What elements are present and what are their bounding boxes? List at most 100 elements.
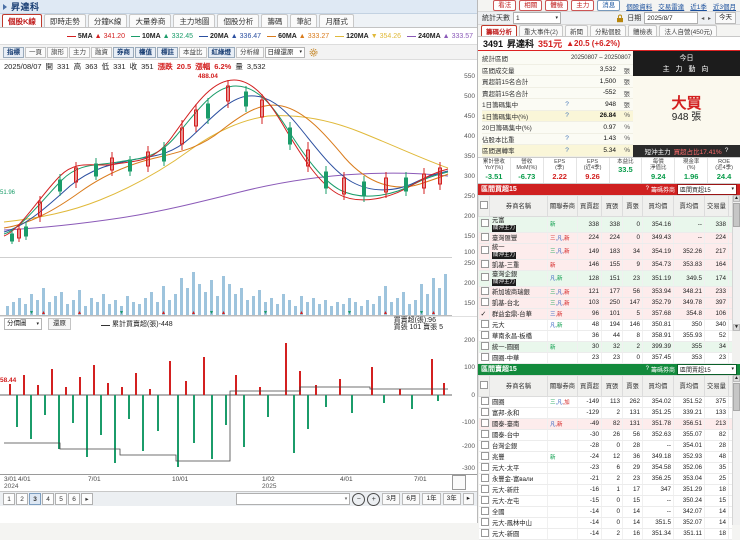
- link-stock-data[interactable]: 個股資料: [626, 3, 653, 11]
- table-row[interactable]: 臺灣企銀 關沖主力 凡,新 128 151 23 351.19 349.5 174…: [478, 270, 732, 287]
- table-row[interactable]: 全國 -14 0 14 -- 342.07 14 -12: [478, 506, 732, 518]
- table-row[interactable]: ✓ 群益金鼎-台華 三,新 96 101 5 357.68 354.8 106 …: [478, 308, 732, 320]
- chart-period-select[interactable]: 日線還原 ▾: [264, 46, 306, 58]
- table-row[interactable]: 凱基-三重 新 146 155 9 354.73 353.83 164 -55: [478, 259, 732, 271]
- sell-th-net[interactable]: 買賣超: [577, 374, 602, 397]
- toolbar-btn-flag[interactable]: 旗形: [47, 46, 68, 58]
- indicator-select[interactable]: 分價圖 ▾: [4, 318, 43, 330]
- sell-th-sellavg[interactable]: 賣均價: [673, 374, 705, 397]
- sell-filter-select[interactable]: 區間賣超15 ▾: [677, 363, 737, 375]
- mainforce-button[interactable]: 主力: [571, 0, 595, 11]
- buy-th-volume[interactable]: 交易量: [704, 194, 729, 217]
- table-row[interactable]: 富邦-永和 -129 2 131 351.25 339.21 133 -137: [478, 407, 732, 419]
- table-row[interactable]: 華南永昌-板橋 36 44 8 358.91 355.93 52 -24: [478, 330, 732, 342]
- tab-instant-trend[interactable]: 即時走勢: [43, 14, 86, 27]
- sell-th-volume[interactable]: 交易量: [704, 374, 729, 397]
- row-checkbox[interactable]: [480, 484, 489, 493]
- select-all-checkbox[interactable]: [480, 200, 488, 209]
- tab-stock-analysis[interactable]: 個股分析: [217, 14, 260, 27]
- buy-th-sellavg[interactable]: 賣均價: [673, 194, 705, 217]
- toolbar-btn-broker[interactable]: 券商: [113, 46, 134, 58]
- view-button[interactable]: 看法: [493, 0, 517, 11]
- buy-th-buyavg[interactable]: 買均價: [642, 194, 674, 217]
- axis-scroll-handle[interactable]: [452, 475, 466, 490]
- page-6[interactable]: 6: [68, 493, 80, 505]
- toolbar-btn-mainforce[interactable]: 主力: [69, 46, 90, 58]
- tab-notes[interactable]: 筆記: [290, 14, 318, 27]
- toolbar-btn-analysisline[interactable]: 分析線: [236, 46, 264, 58]
- scroll-up-icon[interactable]: ▲: [733, 374, 740, 382]
- scroll-down-icon[interactable]: ▼: [733, 323, 740, 331]
- row-checkbox[interactable]: [480, 259, 489, 268]
- tab-main-force-map[interactable]: 主力地圖: [173, 14, 216, 27]
- row-checkbox[interactable]: [480, 297, 489, 306]
- indicator-restore-button[interactable]: 還原: [48, 318, 72, 330]
- tab-个股k线[interactable]: 個股K線: [2, 14, 42, 27]
- row-checkbox[interactable]: [480, 506, 489, 515]
- range-1y[interactable]: 1年: [422, 493, 441, 505]
- toolbar-btn-annotate[interactable]: 標註: [157, 46, 178, 58]
- row-checkbox[interactable]: [480, 473, 489, 482]
- rtab-branch-stock[interactable]: 分點個股: [589, 25, 626, 36]
- tab-chips[interactable]: 籌碼: [261, 14, 289, 27]
- page-4[interactable]: 4: [42, 493, 54, 505]
- row-checkbox[interactable]: [480, 396, 489, 405]
- price-chart-svg[interactable]: [0, 72, 452, 258]
- buy-th-broker[interactable]: 券商名稱: [489, 194, 548, 217]
- table-row[interactable]: 兆豐 新 -24 12 36 349.18 352.93 48 21: [478, 451, 732, 463]
- rtab-chips-analysis[interactable]: 籌碼分析: [481, 25, 517, 36]
- toolbar-btn-margin[interactable]: 融資: [91, 46, 112, 58]
- row-checkbox[interactable]: [480, 219, 489, 227]
- table-row[interactable]: 國泰-台中 -30 26 56 352.63 355.07 82 20: [478, 429, 732, 441]
- gear-icon[interactable]: [309, 48, 318, 57]
- select-all-checkbox[interactable]: [480, 380, 488, 389]
- toolbar-btn-onepage[interactable]: 一頁: [25, 46, 46, 58]
- buy-table-scrollbar[interactable]: ▲ ▼: [732, 194, 740, 331]
- related-button[interactable]: 相關: [519, 0, 543, 11]
- buy-th-related[interactable]: 關聯券商: [547, 194, 578, 217]
- net-buysell-chart[interactable]: 58.44 200 100 0 -100 -200 -300: [0, 331, 477, 474]
- row-checkbox[interactable]: [480, 528, 489, 537]
- rtab-news[interactable]: 新聞: [564, 25, 588, 36]
- table-row[interactable]: 元大 凡,新 48 194 146 350.81 350 340 -1: [478, 319, 732, 331]
- rtab-major-events[interactable]: 重大事件(2): [519, 25, 563, 36]
- table-row[interactable]: 新加坡商瑞銀 三,凡,新 121 177 56 353.94 348.21 23…: [478, 286, 732, 298]
- link-trade-radar[interactable]: 交易雷達: [658, 3, 685, 11]
- link-last-quarter[interactable]: 近1季: [690, 3, 707, 11]
- help-icon[interactable]: ?: [724, 147, 729, 154]
- table-row[interactable]: 臺灣匯豐 三,凡,新 224 224 0 349.43 -- 224 35: [478, 232, 732, 244]
- page-next[interactable]: ▸: [81, 493, 93, 505]
- volume-chart[interactable]: 250 200 150: [0, 258, 477, 316]
- tab-minute-k[interactable]: 分鐘K線: [87, 14, 128, 27]
- price-chart[interactable]: 488.04 51.96 550 500 450 400 350 300 250…: [0, 72, 477, 258]
- days-select[interactable]: 1 ▾: [513, 12, 561, 24]
- sell-table-scrollbar[interactable]: ▲: [732, 374, 740, 525]
- row-checkbox[interactable]: [480, 462, 489, 471]
- news-button[interactable]: 消息: [597, 0, 621, 11]
- table-row[interactable]: 元大-新莊 -16 1 17 347 351.29 18 4: [478, 484, 732, 496]
- table-row[interactable]: 台灣企銀 -28 0 28 -- 354.01 28 16: [478, 440, 732, 452]
- zoom-out-icon[interactable]: −: [352, 492, 366, 506]
- page-3[interactable]: 3: [29, 493, 41, 505]
- buy-th-sell[interactable]: 賣張: [622, 194, 643, 217]
- help-icon[interactable]: ?: [645, 186, 649, 192]
- lock-icon[interactable]: [616, 14, 624, 23]
- row-checkbox[interactable]: [480, 451, 489, 460]
- table-row[interactable]: 永豐金-富вали -21 2 23 356.25 353.04 25 4: [478, 473, 732, 485]
- sell-th-sell[interactable]: 賣張: [622, 374, 643, 397]
- buy-th-check[interactable]: [478, 194, 490, 217]
- row-checkbox[interactable]: [480, 352, 489, 361]
- buy-th-net[interactable]: 買賣超: [577, 194, 602, 217]
- row-checkbox[interactable]: [480, 429, 489, 438]
- range-3m[interactable]: 3月: [382, 493, 401, 505]
- sell-th-buyavg[interactable]: 買均價: [642, 374, 674, 397]
- scroll-thumb[interactable]: [733, 202, 740, 227]
- buy-th-buy[interactable]: 買張: [601, 194, 623, 217]
- rtab-checkup-table[interactable]: 體檢表: [627, 25, 658, 36]
- row-checkbox[interactable]: [480, 418, 489, 427]
- table-row[interactable]: 圓圈 三,凡,加 -149 113 262 354.02 351.52 375 …: [478, 396, 732, 408]
- sell-th-related[interactable]: 關聯券商: [547, 374, 578, 397]
- page-5[interactable]: 5: [55, 493, 67, 505]
- table-row[interactable]: 凱基-台北 三,凡,新 103 250 147 352.79 349.78 39…: [478, 297, 732, 309]
